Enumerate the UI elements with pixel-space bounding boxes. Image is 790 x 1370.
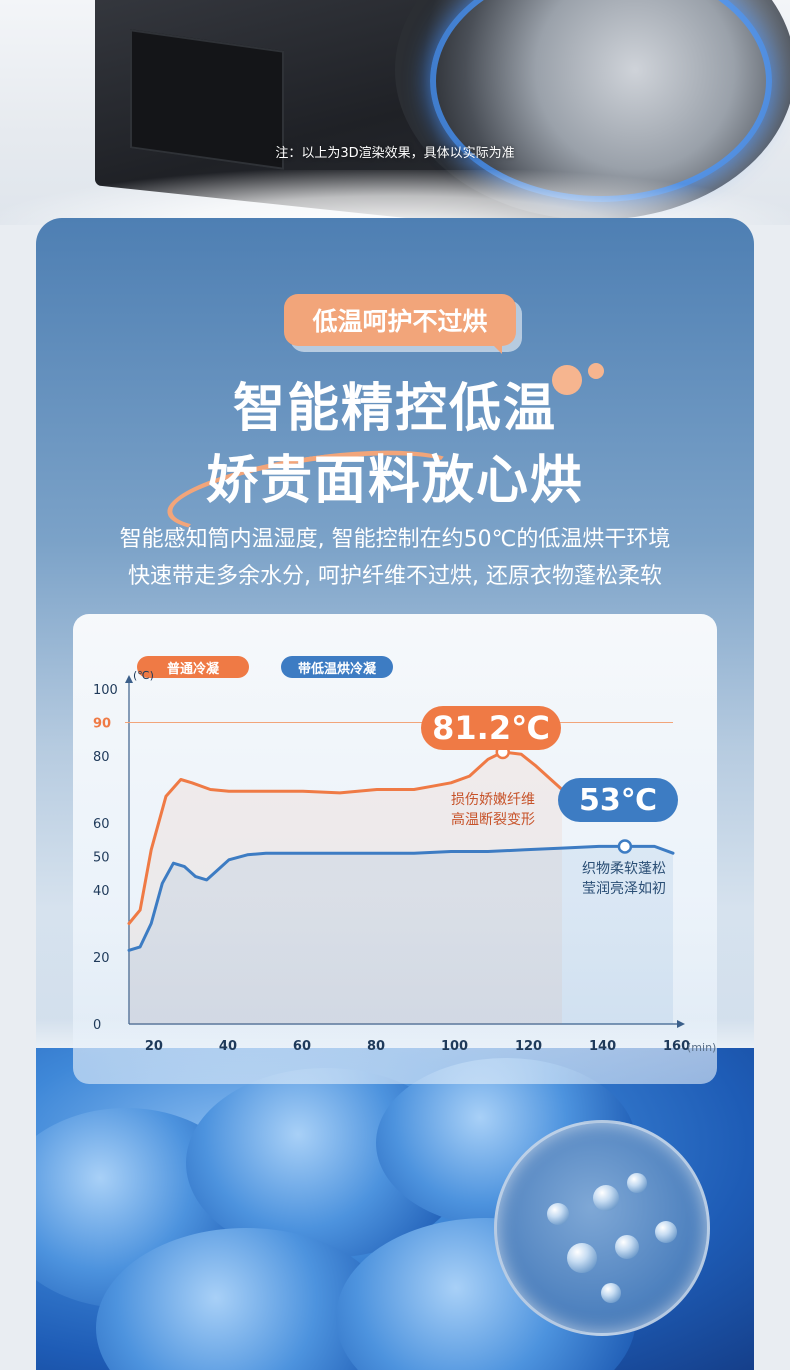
annotation-normal-line-2: 高温断裂变形 [451, 812, 535, 828]
temperature-line-chart: 0 20 40 50 60 80 90 100 (℃) 20 40 60 80 100 120 140 160(… [93, 669, 716, 1054]
series-area-1 [129, 846, 673, 1024]
y-tick-label: 90 [93, 717, 111, 732]
x-tick-label: 40 [219, 1039, 237, 1054]
feature-panel: 低温呵护不过烘 智能精控低温 娇贵面料放心烘 智能感知筒内温湿度, 智能控制在约… [36, 218, 754, 1370]
water-droplet [567, 1243, 597, 1273]
y-tick-label: 20 [93, 951, 110, 966]
x-tick-label: 100 [441, 1039, 468, 1054]
series-area-0 [129, 752, 562, 1024]
temperature-chart-card: 普通冷凝 带低温烘冷凝 0 20 40 50 60 80 90 100 (℃) 20 40 60 80 1… [73, 614, 717, 1084]
annotation-low-temp-line-1: 织物柔软蓬松 [582, 861, 666, 877]
y-tick-label: 0 [93, 1018, 101, 1033]
y-tick-label: 50 [93, 851, 110, 866]
y-axis-arrow [125, 675, 133, 683]
feature-badge: 低温呵护不过烘 [284, 294, 516, 346]
water-droplet [655, 1221, 677, 1243]
badge-tail [484, 336, 502, 354]
cloud-mist [0, 170, 790, 225]
y-tick-label: 60 [93, 817, 110, 832]
fabric-magnifier [494, 1120, 710, 1336]
hero-section: 注：以上为3D渲染效果，具体以实际为准 [0, 0, 790, 225]
peak-marker-1 [617, 839, 633, 854]
series-line-0 [127, 750, 564, 925]
description-line-1: 智能感知筒内温湿度, 智能控制在约50℃的低温烘干环境 [119, 527, 671, 552]
water-droplet [615, 1235, 639, 1259]
x-tick-label: 80 [367, 1039, 385, 1054]
series-line-1 [127, 844, 675, 952]
peak-bubble-low-temp: 53℃ [558, 778, 678, 822]
x-tick-label: 140 [589, 1039, 616, 1054]
headline-line-2: 娇贵面料放心烘 [205, 451, 584, 511]
decor-dot-small [588, 363, 604, 379]
annotation-low-temp-line-2: 莹润亮泽如初 [582, 881, 666, 897]
x-tick-label: 20 [145, 1039, 163, 1054]
x-tick-label: 120 [515, 1039, 542, 1054]
annotation-normal-line-1: 损伤娇嫩纤维 [451, 792, 535, 808]
x-unit-label: (min) [687, 1041, 716, 1054]
y-tick-label: 40 [93, 884, 110, 899]
annotation-low-temp: 织物柔软蓬松 莹润亮泽如初 [571, 859, 677, 899]
description-line-2: 快速带走多余水分, 呵护纤维不过烘, 还原衣物蓬松柔软 [128, 564, 662, 589]
legend-low-temp-condensing: 带低温烘冷凝 [281, 656, 393, 678]
x-tick-label: 60 [293, 1039, 311, 1054]
render-disclaimer: 注：以上为3D渲染效果，具体以实际为准 [275, 146, 515, 161]
x-axis-arrow [677, 1020, 685, 1028]
legend-normal-condensing: 普通冷凝 [137, 656, 249, 678]
water-droplet [593, 1185, 619, 1211]
water-droplet [601, 1283, 621, 1303]
decor-dot-large [552, 365, 582, 395]
y-tick-label: 80 [93, 750, 110, 765]
y-unit-label: (℃) [133, 669, 154, 682]
peak-bubble-normal: 81.2℃ [421, 706, 561, 750]
headline-line-1: 智能精控低温 [232, 379, 557, 439]
y-tick-label: 100 [93, 683, 118, 698]
x-tick-label: 160 [663, 1039, 690, 1054]
annotation-normal: 损伤娇嫩纤维 高温断裂变形 [441, 790, 545, 830]
water-droplet [627, 1173, 647, 1193]
water-droplet [547, 1203, 569, 1225]
